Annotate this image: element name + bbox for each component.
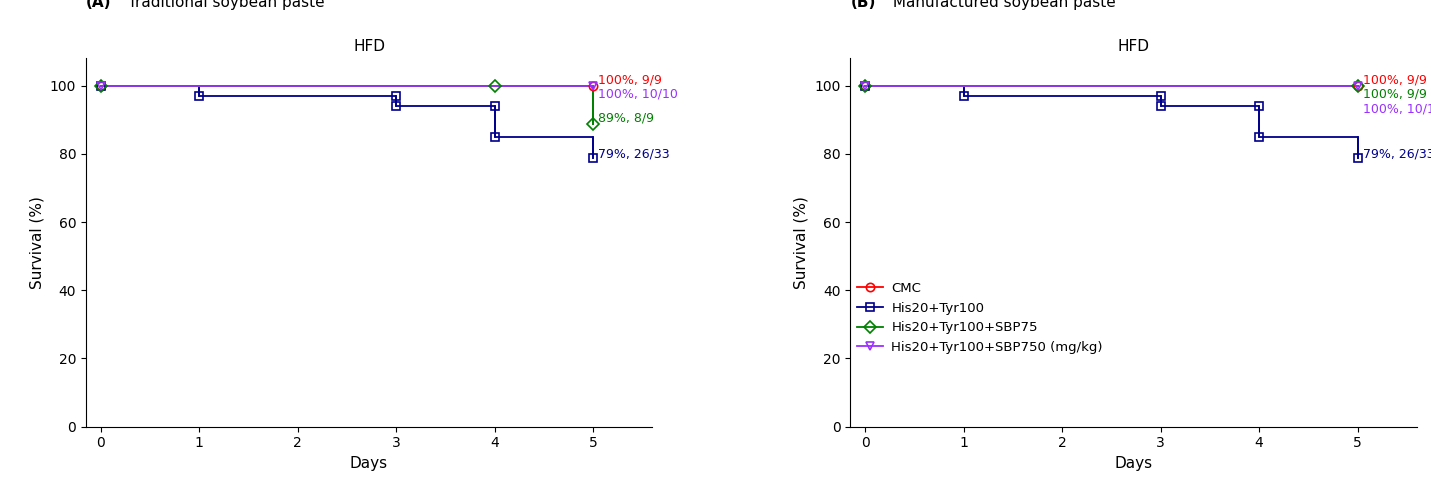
X-axis label: Days: Days — [1115, 456, 1152, 471]
Text: 100%, 9/9: 100%, 9/9 — [598, 74, 663, 87]
Text: 100%, 10/10: 100%, 10/10 — [598, 87, 678, 101]
Text: 100%, 9/9: 100%, 9/9 — [1362, 87, 1427, 101]
Text: (A): (A) — [86, 0, 112, 10]
X-axis label: Days: Days — [351, 456, 388, 471]
Y-axis label: Survival (%): Survival (%) — [794, 196, 809, 289]
Text: 100%, 10/10: 100%, 10/10 — [1362, 103, 1431, 116]
Title: HFD: HFD — [353, 39, 385, 54]
Text: 79%, 26/33: 79%, 26/33 — [598, 147, 670, 160]
Text: 89%, 8/9: 89%, 8/9 — [598, 111, 654, 124]
Text: 100%, 9/9: 100%, 9/9 — [1362, 74, 1427, 87]
Legend: CMC, His20+Tyr100, His20+Tyr100+SBP75, His20+Tyr100+SBP750 (mg/kg): CMC, His20+Tyr100, His20+Tyr100+SBP75, H… — [857, 282, 1103, 354]
Text: 79%, 26/33: 79%, 26/33 — [1362, 147, 1431, 160]
Text: (B): (B) — [850, 0, 876, 10]
Title: HFD: HFD — [1118, 39, 1149, 54]
Y-axis label: Survival (%): Survival (%) — [29, 196, 44, 289]
Text: Manufactured soybean paste: Manufactured soybean paste — [887, 0, 1115, 10]
Text: Traditional soybean paste: Traditional soybean paste — [123, 0, 325, 10]
